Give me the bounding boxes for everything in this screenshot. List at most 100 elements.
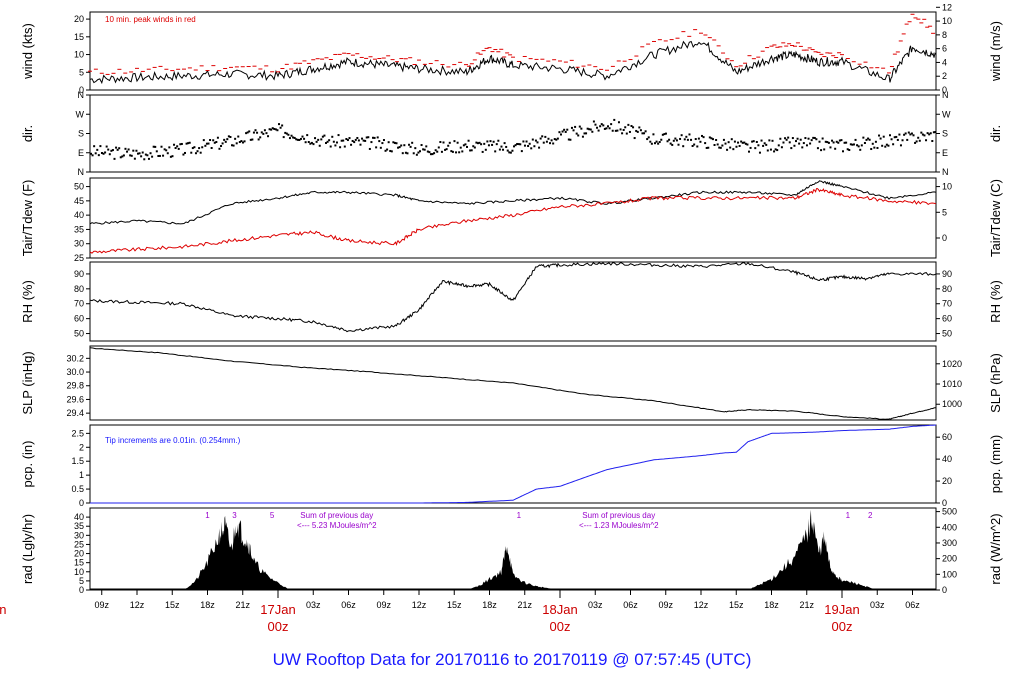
dir-point — [321, 135, 324, 138]
dir-point — [873, 146, 876, 149]
dir-point — [310, 141, 313, 144]
dir-point — [343, 145, 346, 148]
dir-point — [874, 140, 877, 143]
dir-point — [204, 144, 207, 147]
rad-marker: 1 — [205, 511, 210, 520]
dir-point — [852, 143, 855, 146]
pcp-ytick-left-label: 2 — [79, 442, 84, 452]
dir-point — [364, 139, 367, 142]
dir-point — [459, 146, 462, 149]
dir-point — [842, 150, 844, 153]
dir-point — [390, 150, 393, 153]
dir-point — [791, 137, 794, 140]
dir-point — [920, 131, 923, 134]
dir-point — [361, 137, 364, 140]
dir-point — [845, 141, 848, 144]
dir-point — [807, 137, 810, 140]
dir-point — [921, 133, 924, 136]
dir-point — [259, 136, 262, 139]
dir-point — [710, 137, 713, 140]
dir-point — [473, 146, 476, 149]
x-tick-label: 06z — [341, 600, 356, 610]
dir-point — [180, 142, 183, 145]
dir-point — [483, 142, 486, 145]
dir-point — [340, 139, 343, 142]
dir-point — [196, 150, 199, 153]
dir-ylabel-left: dir. — [20, 125, 35, 142]
dir-point — [530, 147, 533, 150]
dir-point — [843, 141, 846, 144]
dir-point — [581, 135, 584, 138]
dir-point — [335, 141, 338, 144]
dir-point — [345, 137, 348, 140]
dir-point — [126, 150, 129, 153]
dir-point — [647, 136, 650, 139]
dir-point — [102, 152, 105, 155]
dir-point — [243, 140, 246, 143]
day-label-time: 00z — [550, 619, 571, 634]
dir-point — [804, 137, 807, 140]
dir-point — [174, 147, 177, 150]
dir-point — [907, 131, 910, 134]
dir-point — [751, 140, 754, 143]
dir-point — [893, 136, 896, 139]
dir-point — [160, 145, 163, 148]
dir-point — [675, 139, 678, 142]
dir-point — [785, 138, 788, 141]
dir-point — [608, 127, 611, 130]
pcp-ylabel-left: pcp. (in) — [20, 441, 35, 488]
dir-point — [740, 140, 743, 143]
dir-point — [694, 138, 697, 141]
slp-ytick-left-label: 30.0 — [66, 367, 84, 377]
dir-point — [285, 132, 288, 135]
dir-point — [475, 141, 478, 144]
x-tick-label: 21z — [235, 600, 250, 610]
pcp-line — [90, 424, 937, 504]
dir-point — [832, 141, 835, 144]
dir-point — [188, 141, 191, 144]
dir-point — [795, 140, 797, 143]
dir-point — [257, 138, 260, 141]
tair-line — [89, 180, 937, 225]
dir-point — [251, 138, 254, 141]
dir-point — [603, 127, 606, 130]
dir-point — [295, 138, 298, 141]
rh-line — [89, 261, 937, 333]
dir-point — [586, 127, 589, 130]
rh-ytick-right-label: 50 — [942, 329, 952, 339]
dir-point — [743, 141, 746, 144]
dir-point — [574, 125, 577, 128]
dir-point — [124, 147, 127, 150]
dir-point — [520, 150, 523, 153]
dir-point — [445, 148, 448, 151]
dir-point — [666, 140, 669, 143]
dir-point — [238, 141, 241, 144]
rad-marker: 3 — [232, 511, 237, 520]
tdew-line — [89, 188, 937, 254]
slp-ytick-right-label: 1010 — [942, 379, 962, 389]
dir-point — [661, 133, 664, 136]
dir-point — [168, 146, 171, 149]
dir-point — [827, 141, 830, 144]
dir-point — [912, 134, 915, 137]
dir-point — [549, 142, 552, 145]
dir-point — [127, 148, 130, 151]
dir-point — [663, 133, 666, 136]
dir-point — [769, 148, 772, 151]
dir-point — [346, 139, 349, 142]
dir-point — [777, 144, 780, 147]
x-tick-label: 06z — [905, 600, 920, 610]
dir-point — [177, 147, 180, 150]
rh-ytick-right-label: 90 — [942, 269, 952, 279]
dir-point — [292, 136, 295, 139]
dir-point — [268, 128, 271, 131]
dir-point — [738, 144, 741, 147]
dir-point — [99, 145, 102, 148]
dir-point — [793, 144, 796, 147]
dir-point — [165, 149, 168, 152]
dir-point — [141, 151, 144, 154]
dir-point — [379, 146, 382, 149]
dir-point — [328, 139, 331, 142]
x-tick-label: 18z — [482, 600, 497, 610]
dir-point — [831, 139, 834, 142]
